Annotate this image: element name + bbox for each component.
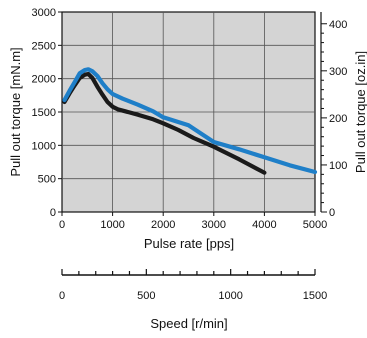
y-tick-label: 0: [50, 207, 56, 219]
y-axis-title: Pull out torque [mN.m]: [8, 47, 23, 176]
x-tick-label: 1000: [100, 219, 124, 231]
speed-axis-title: Speed [r/min]: [150, 316, 227, 331]
left-axis: 0 500 1000 1500 2000 2500 3000: [32, 7, 62, 219]
right-axis: 0 100 200 300 400: [320, 12, 347, 219]
x-tick-label: 3000: [202, 219, 226, 231]
speed-axis: 0 500 1000 1500: [59, 269, 327, 302]
y2-tick-label: 200: [329, 113, 347, 125]
x-tick-label: 0: [59, 219, 65, 231]
speed-tick-label: 1000: [218, 290, 242, 302]
y-tick-label: 500: [38, 174, 56, 186]
speed-tick-label: 0: [59, 290, 65, 302]
y2-tick-label: 300: [329, 66, 347, 78]
data-series: [62, 67, 318, 175]
speed-tick-label: 500: [137, 290, 155, 302]
y-tick-label: 3000: [32, 7, 56, 19]
x-tick-label: 5000: [303, 219, 327, 231]
y2-axis-title: Pull out torque [oz.in]: [353, 51, 367, 173]
bottom-axis: 0 1000 2000 3000 4000 5000: [59, 212, 327, 231]
y-tick-label: 1000: [32, 140, 56, 152]
y-tick-label: 1500: [32, 107, 56, 119]
y-tick-label: 2000: [32, 74, 56, 86]
x-axis-title: Pulse rate [pps]: [144, 236, 234, 251]
y-tick-label: 2500: [32, 40, 56, 52]
series-line: [62, 67, 318, 175]
y2-tick-label: 100: [329, 160, 347, 172]
y2-tick-label: 400: [329, 19, 347, 31]
speed-tick-label: 1500: [303, 290, 327, 302]
x-tick-label: 2000: [151, 219, 175, 231]
y2-tick-label: 0: [329, 207, 335, 219]
grid-lines: [62, 12, 315, 212]
x-tick-label: 4000: [252, 219, 276, 231]
series-line: [62, 71, 267, 175]
